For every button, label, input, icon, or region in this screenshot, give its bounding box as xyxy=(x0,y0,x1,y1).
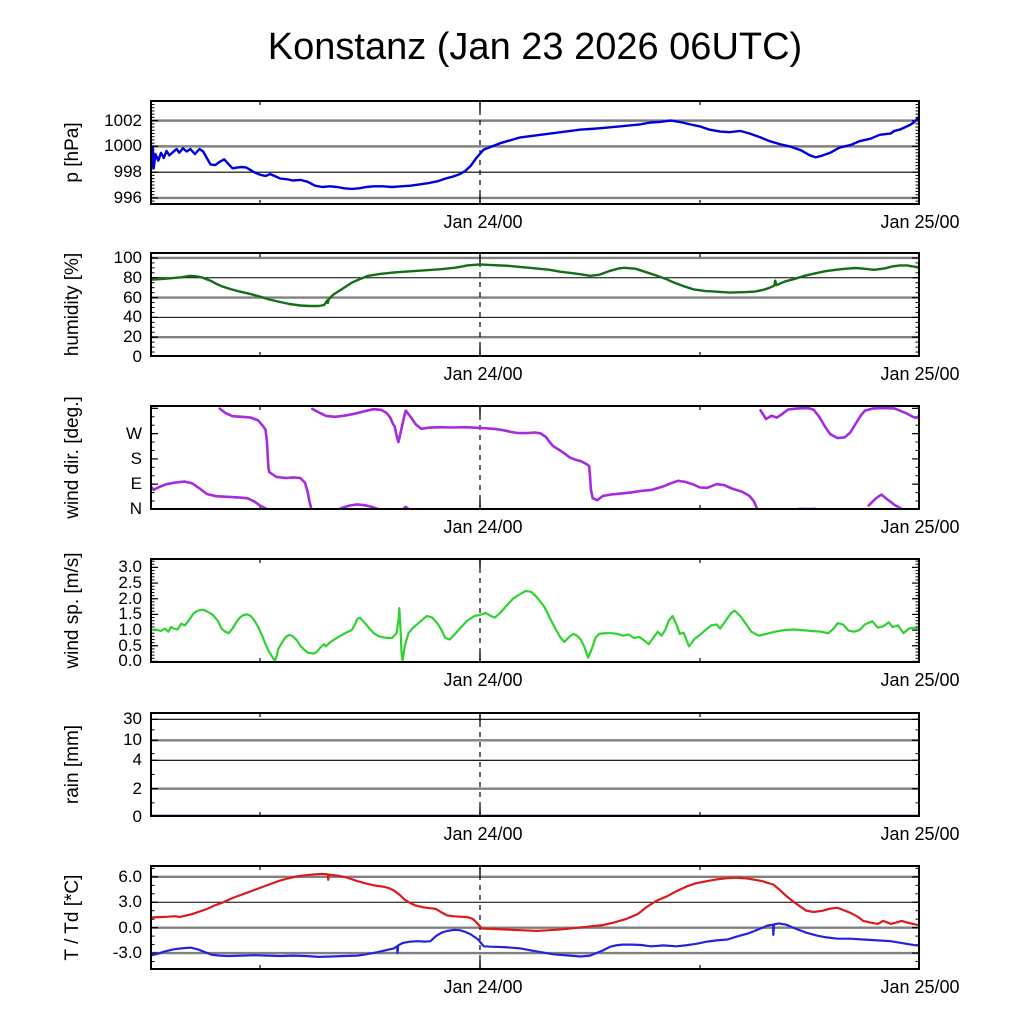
plot-border xyxy=(150,252,920,357)
wind-direction-ytick-label: W xyxy=(125,423,142,443)
wind-speed-plot xyxy=(150,558,920,663)
x-tick-label-jan25: Jan 25/00 xyxy=(880,670,960,690)
series-wind-dir-seg-8 xyxy=(759,406,920,440)
plot-border xyxy=(150,405,920,510)
series-pressure xyxy=(150,114,920,191)
wind-speed-ytick-label: 3.0 xyxy=(118,557,142,577)
temperature-dewpoint-ytick-label: 6.0 xyxy=(118,866,142,886)
plot-border xyxy=(150,100,920,205)
temperature-dewpoint-ytick-label: 3.0 xyxy=(118,892,142,912)
plot-border xyxy=(150,558,920,663)
humidity-ytick-label: 20 xyxy=(123,327,142,347)
series-wind-dir-seg-2 xyxy=(218,407,313,510)
series-temperature xyxy=(150,872,920,933)
rain-ytick-label: 0 xyxy=(132,807,142,826)
x-tick-label-jan24: Jan 24/00 xyxy=(443,364,523,384)
panel-humidity: humidity [%] Jan 24/00 Jan 25/00 0 20 40 60… xyxy=(0,247,1024,402)
wind-speed-ytick-label: 2.5 xyxy=(118,573,142,593)
panel-rain: rain [mm] Jan 24/00 Jan 25/00 0 2 4 10 30 xyxy=(0,709,1024,862)
series-wind-dir-seg-1 xyxy=(150,480,268,510)
plot-border xyxy=(150,865,920,970)
temperature-dewpoint-ytick-label: -3.0 xyxy=(112,943,142,963)
x-tick-label-jan24: Jan 24/00 xyxy=(443,670,523,690)
wind-direction-ytick-label: N xyxy=(129,499,142,519)
humidity-ytick-label: 0 xyxy=(132,347,142,366)
rain-ytick-label: 30 xyxy=(123,709,142,729)
pressure-ytick-label: 1000 xyxy=(104,136,142,156)
x-tick-label-jan25: Jan 25/00 xyxy=(880,212,960,232)
x-tick-label-jan24: Jan 24/00 xyxy=(443,977,523,997)
series-wind-dir-seg-7 xyxy=(867,493,904,510)
pressure-plot xyxy=(150,100,920,205)
temperature-dewpoint-plot xyxy=(150,865,920,970)
series-wind-dir-seg-5 xyxy=(311,407,759,510)
chart-title: Konstanz (Jan 23 2026 06UTC) xyxy=(267,26,803,68)
series-wind-speed xyxy=(150,589,920,662)
humidity-ytick-label: 100 xyxy=(113,247,142,267)
pressure-ytick-label: 998 xyxy=(113,162,142,182)
humidity-ytick-label: 40 xyxy=(123,307,142,327)
wind-direction-plot xyxy=(150,405,920,510)
panel-temperature-dewpoint: T / Td [*C] Jan 24/00 Jan 25/00 -3.0 0.0 3… xyxy=(0,865,1024,1015)
series-wind-dir-seg-3 xyxy=(339,503,379,510)
temperature-dewpoint-ytick-label: 0.0 xyxy=(118,917,142,937)
rain-ytick-label: 4 xyxy=(132,750,142,770)
x-tick-label-jan25: Jan 25/00 xyxy=(880,977,960,997)
wind-speed-ytick-label: 2.0 xyxy=(118,588,142,608)
pressure-ytick-label: 1002 xyxy=(104,110,142,130)
wind-speed-ytick-label: 0.0 xyxy=(118,651,142,671)
humidity-ytick-label: 80 xyxy=(123,267,142,287)
panel-pressure: p [hPa] Jan 24/00 Jan 25/00 996 998 1000 10… xyxy=(0,100,1024,250)
humidity-plot xyxy=(150,252,920,357)
x-tick-label-jan25: Jan 25/00 xyxy=(880,824,960,844)
plot-border xyxy=(150,712,920,817)
panel-wind-speed: wind sp. [m/s] Jan 24/00 Jan 25/00 0.0 0.… xyxy=(0,552,1024,708)
series-dewpoint xyxy=(150,922,920,959)
wind-direction-ytick-label: E xyxy=(130,474,142,494)
wind-direction-ytick-label: S xyxy=(130,448,142,468)
rain-ytick-label: 10 xyxy=(123,730,142,750)
rain-ytick-label: 2 xyxy=(132,778,142,798)
series-humidity xyxy=(150,263,920,308)
pressure-ytick-label: 996 xyxy=(113,187,142,207)
x-tick-label-jan25: Jan 25/00 xyxy=(880,364,960,384)
x-tick-label-jan24: Jan 24/00 xyxy=(443,824,523,844)
wind-speed-ytick-label: 0.5 xyxy=(118,635,142,655)
wind-speed-ytick-label: 1.0 xyxy=(118,620,142,640)
x-tick-label-jan24: Jan 24/00 xyxy=(443,517,523,537)
wind-speed-ytick-label: 1.5 xyxy=(118,604,142,624)
rain-plot xyxy=(150,712,920,817)
humidity-ytick-label: 60 xyxy=(123,287,142,307)
x-tick-label-jan25: Jan 25/00 xyxy=(880,517,960,537)
x-tick-label-jan24: Jan 24/00 xyxy=(443,212,523,232)
